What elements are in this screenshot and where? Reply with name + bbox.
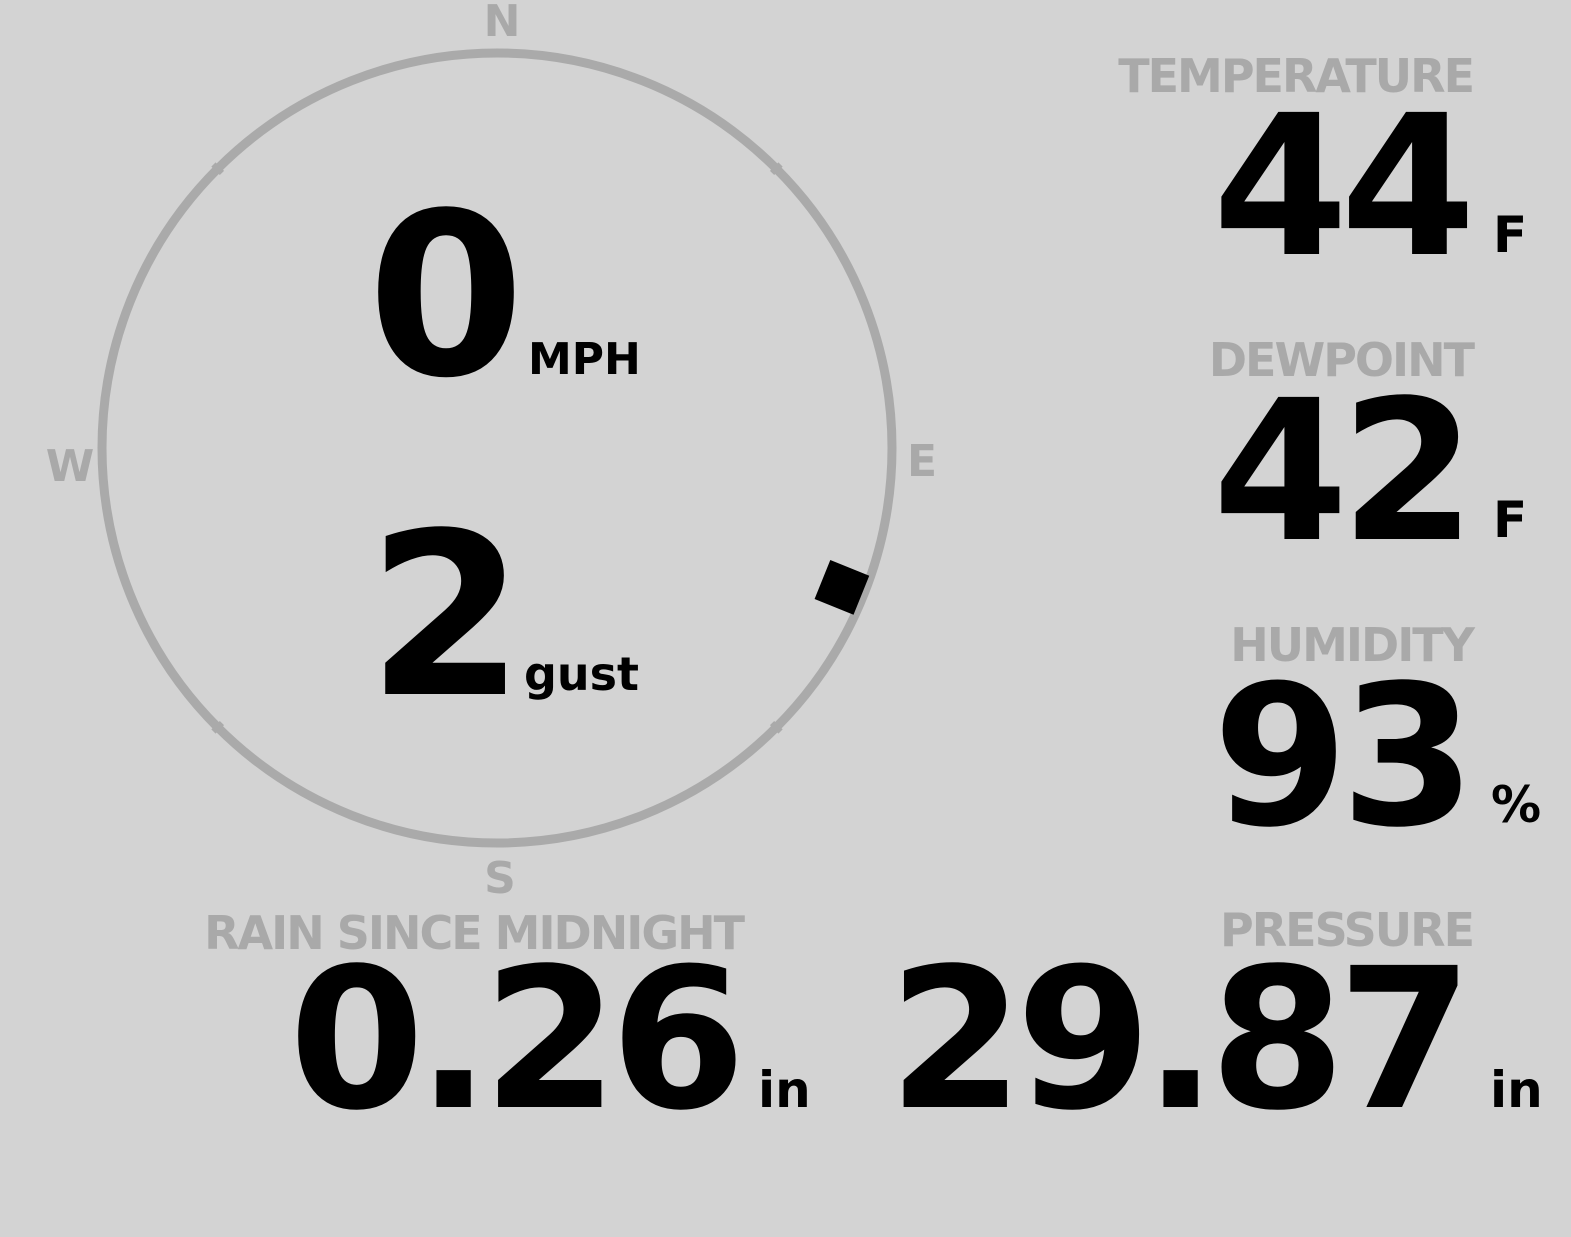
compass-north-label: N	[483, 0, 521, 47]
compass-south-label: S	[484, 853, 516, 904]
wind-gust-unit: gust	[524, 647, 640, 701]
rain-label: RAIN SINCE MIDNIGHT	[204, 906, 745, 960]
humidity-unit: %	[1491, 776, 1542, 834]
rain-unit: in	[758, 1061, 811, 1119]
compass-east-label: E	[906, 436, 938, 487]
compass-tick	[769, 162, 783, 176]
wind-direction-marker	[814, 560, 870, 615]
temperature-label: TEMPERATURE	[1118, 49, 1475, 103]
wind-gust-value: 2	[367, 485, 524, 748]
pressure-unit: in	[1490, 1061, 1543, 1119]
pressure-value: 29.87	[888, 926, 1473, 1153]
dewpoint-label: DEWPOINT	[1208, 333, 1475, 387]
wind-speed-unit: MPH	[528, 334, 641, 385]
wind-speed-value: 0	[367, 165, 524, 428]
dewpoint-value: 42	[1212, 358, 1476, 585]
temperature-value: 44	[1212, 73, 1476, 300]
compass-tick	[211, 720, 225, 734]
compass-west-label: W	[45, 441, 95, 492]
humidity-value: 93	[1212, 643, 1476, 870]
humidity-label: HUMIDITY	[1230, 618, 1475, 672]
compass-tick	[211, 162, 225, 176]
compass-tick	[769, 720, 783, 734]
compass-ring	[97, 48, 897, 848]
pressure-label: PRESSURE	[1220, 903, 1475, 957]
rain-value: 0.26	[288, 926, 746, 1153]
dewpoint-unit: F	[1493, 491, 1528, 549]
temperature-unit: F	[1493, 206, 1528, 264]
